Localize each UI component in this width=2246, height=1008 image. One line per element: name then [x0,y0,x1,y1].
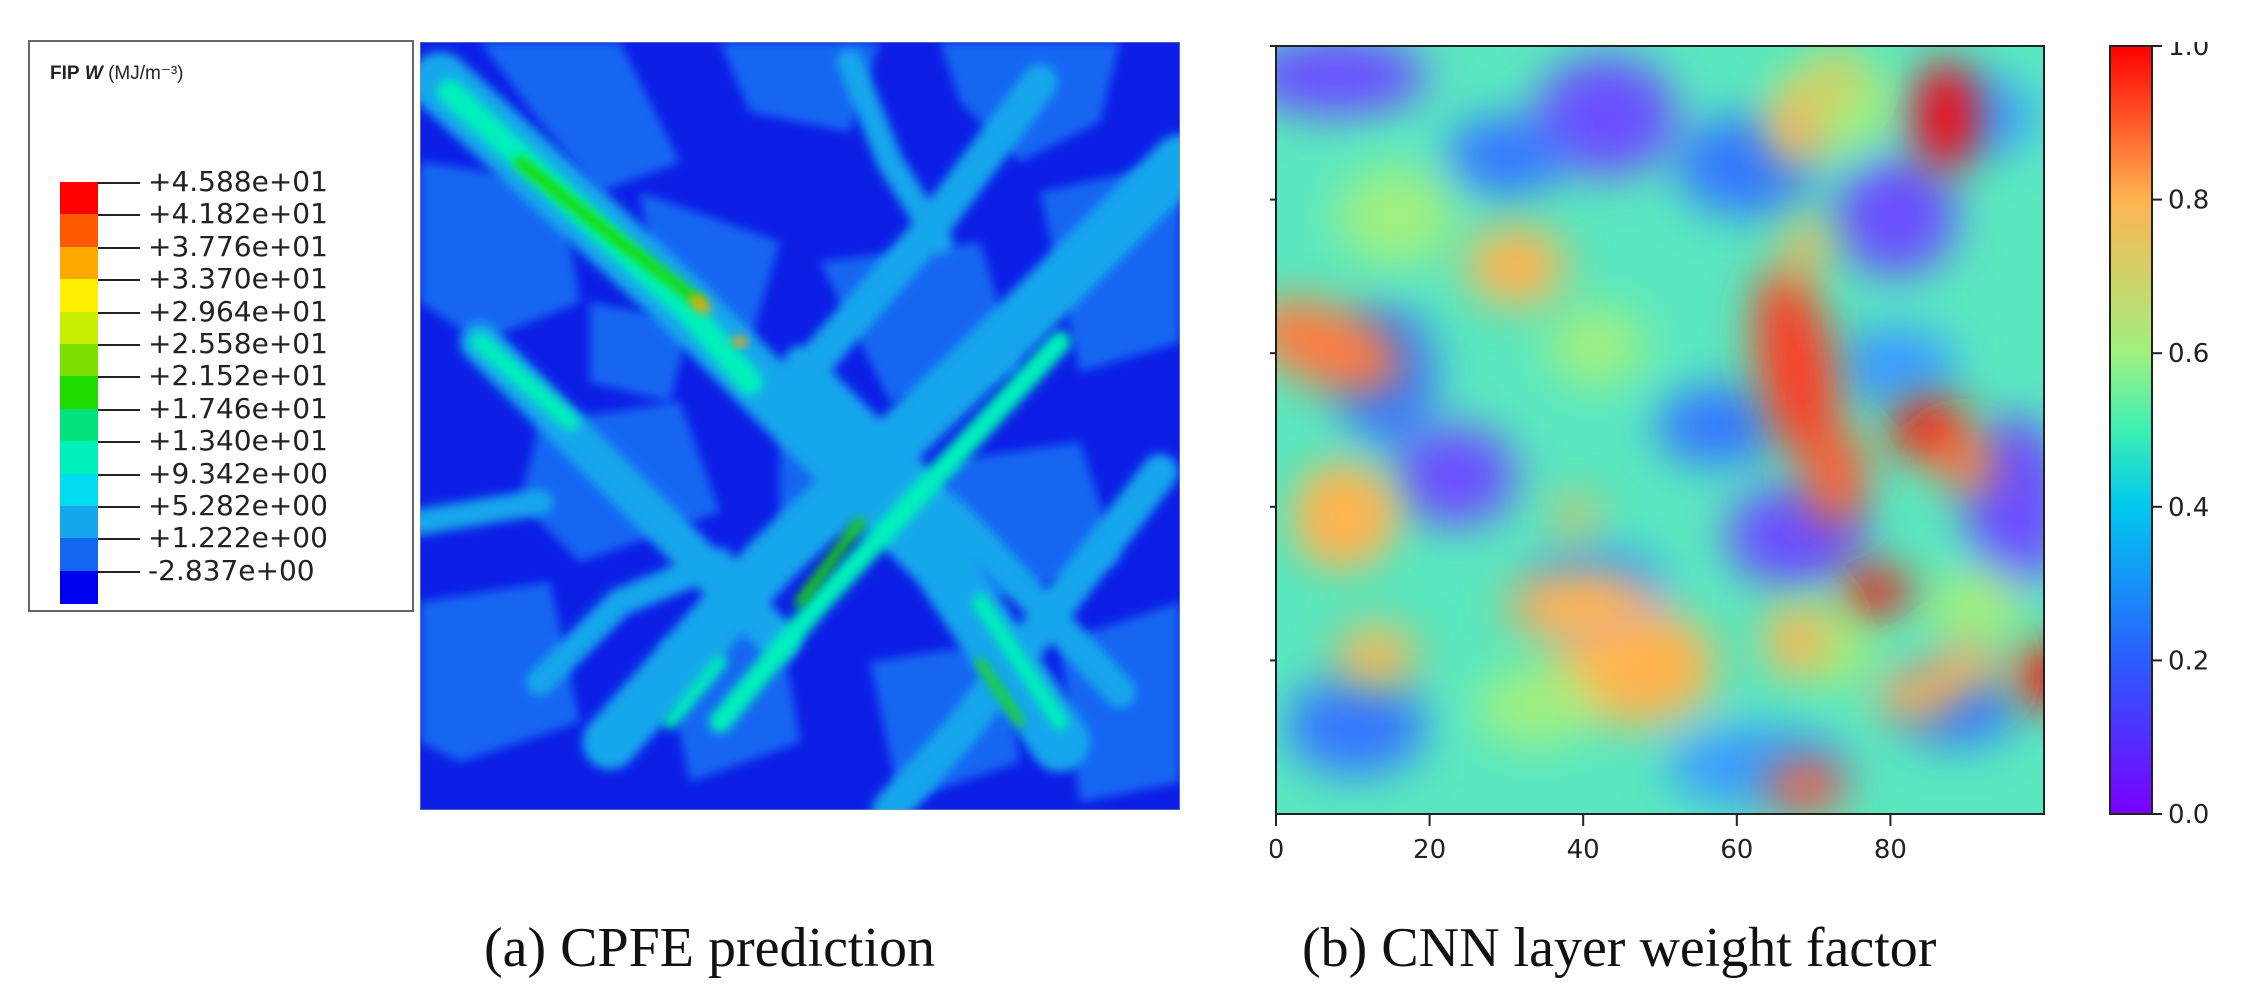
legend-level-label: +4.588e+01 [148,165,328,198]
legend-swatch [60,506,98,539]
colorbar-tick-label: 0.6 [2168,339,2209,369]
legend-swatch [60,246,98,280]
legend-swatch [60,408,98,442]
legend-level-label: +1.222e+00 [148,521,328,555]
caption-a: (a) CPFE prediction [484,917,936,979]
legend-tick [98,376,140,379]
colorbar-tick-label: 1.0 [2168,42,2209,62]
legend-tick [98,214,140,217]
legend-level-label: +3.370e+01 [148,262,328,296]
legend-swatch [60,182,98,215]
legend-tick [98,538,140,541]
legend-level-label: +9.342e+00 [148,456,328,490]
legend-level-label: +2.964e+01 [148,294,328,328]
legend-tick [98,279,140,282]
contour-level-peak [514,156,1024,726]
legend-tick [98,311,140,314]
x-tick-label: 60 [1720,835,1753,865]
legend-swatch [60,344,98,377]
legend-level-label: +2.558e+01 [148,327,328,360]
legend-level-label: +2.152e+01 [148,359,328,393]
legend-level-label: +4.182e+01 [148,197,328,231]
heatmap-axes: 020406080020406080 [1270,45,1907,865]
legend-level-label: +3.776e+01 [148,229,328,263]
heatmap-peaks [1276,56,2044,811]
legend-level-label: +1.340e+01 [148,424,328,458]
cpfe-contour-map [420,42,1180,810]
legend-tick [98,246,140,249]
legend-swatch [60,376,98,410]
x-tick-label: 0 [1270,835,1284,865]
legend-tick [98,506,140,508]
legend-title-prefix: FIP [50,63,80,84]
colorbar-tick-label: 0.0 [2168,800,2209,830]
legend-swatch [60,441,98,475]
colorbar [2109,45,2153,815]
legend-swatch [60,570,98,604]
legend-swatch [60,214,98,248]
legend-title: FIP W (MJ/m⁻³) [50,62,184,85]
colorbar-tick-label: 0.4 [2168,493,2209,523]
legend-tick [98,570,140,573]
heatmap-frame [1275,45,2045,815]
x-tick-label: 20 [1413,835,1446,865]
legend-swatch [60,473,98,507]
legend-level-label: -2.837e+00 [148,553,315,587]
x-tick-label: 40 [1567,835,1600,865]
legend-swatch [60,279,98,313]
legend-title-var: W [84,63,103,84]
caption-b: (b) CNN layer weight factor [1302,917,1937,979]
cnn-weight-heatmap-figure: 020406080020406080 1.00.80.60.40.20.0 [1270,42,2209,865]
colorbar-tick-label: 0.8 [2168,186,2209,216]
legend-tick [98,473,140,476]
legend-title-unit: (MJ/m⁻³) [108,63,184,84]
legend-tick [98,344,140,346]
contour-hotspots [690,295,748,347]
colorbar-ticks: 1.0 0.8 0.6 0.4 0.2 0.0 [2152,42,2209,830]
legend-level-label: +5.282e+00 [148,489,328,522]
legend-swatch [60,311,98,345]
legend-tick [98,408,140,411]
legend-level-label: +1.746e+01 [148,391,328,425]
colorbar-tick-label: 0.2 [2168,646,2209,676]
legend-tick [98,182,140,184]
x-tick-label: 80 [1874,835,1907,865]
legend-swatch [60,538,98,572]
legend-tick [98,441,140,444]
